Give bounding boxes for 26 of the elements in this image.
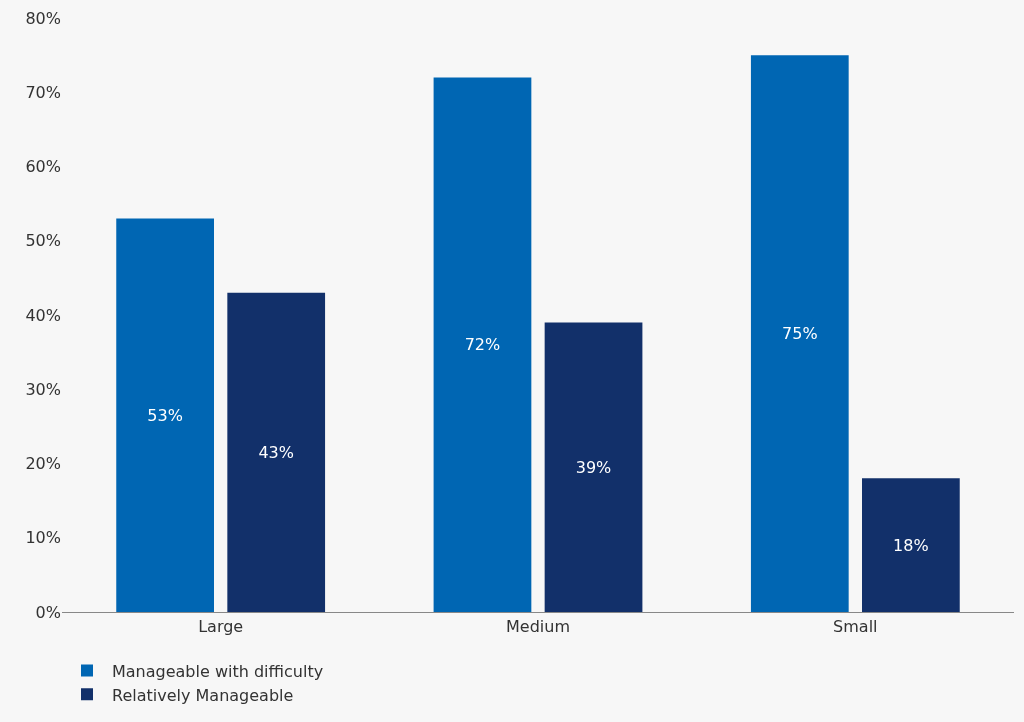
x-tick-label: Large: [198, 617, 244, 637]
data-label: 43%: [258, 442, 294, 462]
bar: [116, 218, 214, 612]
data-label: 39%: [575, 457, 612, 477]
bar: [862, 478, 960, 612]
y-tick-label: 20%: [25, 454, 61, 474]
x-tick-label: Medium: [506, 617, 570, 637]
y-tick-label: 80%: [25, 8, 61, 28]
y-tick-label: 10%: [25, 528, 61, 548]
y-tick-label: 60%: [25, 157, 61, 177]
bar: [227, 292, 326, 612]
y-tick-label: 70%: [25, 82, 61, 102]
data-label: 75%: [782, 324, 818, 344]
y-tick-label: 50%: [25, 231, 61, 251]
legend-label: Relatively Manageable: [112, 685, 294, 705]
bar: [433, 77, 532, 612]
bar: [750, 55, 849, 612]
data-label: 72%: [464, 335, 501, 355]
legend-label: Manageable with difficulty: [112, 661, 324, 681]
y-tick-label: 40%: [25, 305, 61, 325]
y-tick-label: 30%: [25, 379, 61, 399]
x-tick-label: Small: [833, 617, 878, 637]
bar: [544, 322, 643, 612]
data-label: 18%: [893, 535, 929, 555]
y-tick-label: 0%: [35, 602, 61, 622]
data-label: 53%: [147, 405, 183, 425]
